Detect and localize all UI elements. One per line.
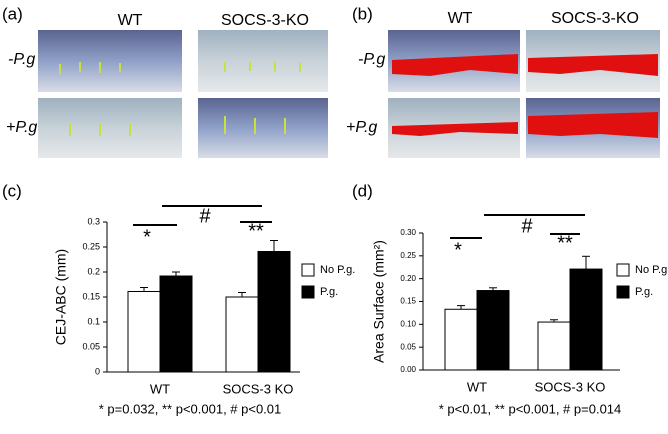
legend-label: P.g.	[320, 286, 338, 298]
x-tick-label: WT	[150, 381, 170, 396]
bar	[444, 308, 478, 371]
panel-label: (d)	[352, 181, 373, 200]
row-label: -P.g	[8, 51, 35, 68]
y-tick-label: 0.1	[87, 316, 100, 326]
y-tick-label: 0.15	[82, 291, 100, 301]
column-label: SOCS-3-KO	[551, 10, 639, 27]
annotation: *	[454, 239, 462, 261]
y-axis-label: Area Surface (mm²)	[371, 240, 387, 363]
y-tick-label: 0.30	[400, 228, 416, 237]
column-label: SOCS-3-KO	[221, 12, 309, 29]
column-label: WT	[118, 12, 143, 29]
row-label: +P.g	[6, 119, 37, 136]
bar	[127, 291, 161, 373]
row-label: +P.g	[346, 119, 377, 136]
bar	[257, 251, 291, 373]
column-label: WT	[448, 10, 473, 27]
annotation: **	[248, 220, 264, 242]
bar	[159, 275, 193, 373]
annotation: **	[557, 232, 573, 254]
y-tick-label: 0.25	[400, 251, 416, 260]
y-tick-label: 0.10	[400, 319, 416, 328]
bar	[476, 290, 510, 371]
bar	[537, 321, 571, 371]
bar	[225, 296, 259, 373]
legend-swatch	[616, 285, 630, 299]
footnote: * p=0.032, ** p<0.001, # p<0.01	[99, 401, 282, 416]
photos	[38, 30, 660, 158]
panel-label: (c)	[2, 181, 22, 200]
x-tick-label: SOCS-3 KO	[535, 379, 606, 394]
legend-label: No P.g.	[320, 264, 355, 276]
y-tick-label: 0.20	[400, 274, 416, 283]
y-tick-label: 0.00	[400, 365, 416, 374]
y-tick-label: 0.25	[82, 241, 100, 251]
y-tick-label: 0.3	[87, 216, 100, 226]
y-tick-label: 0.05	[82, 341, 100, 351]
y-axis-label: CEJ-ABC (mm)	[53, 249, 69, 345]
annotation: #	[521, 215, 533, 237]
legend-label: No P.g.	[635, 264, 668, 276]
y-tick-label: 0.2	[87, 266, 100, 276]
legend-swatch	[301, 263, 315, 277]
annotation: #	[199, 205, 211, 227]
legend-swatch	[616, 263, 630, 277]
panel-label: (a)	[2, 4, 23, 23]
x-tick-label: WT	[467, 379, 487, 394]
x-tick-label: SOCS-3 KO	[223, 381, 294, 396]
y-tick-label: 0.15	[400, 297, 416, 306]
legend-label: P.g.	[635, 286, 653, 298]
y-tick-label: 0.05	[400, 342, 416, 351]
annotation: *	[143, 226, 151, 248]
legend-swatch	[301, 285, 315, 299]
footnote: * p<0.01, ** p<0.001, # p=0.014	[439, 401, 622, 416]
bar	[569, 268, 603, 371]
y-tick-label: 0	[95, 366, 100, 376]
panel-label: (b)	[352, 4, 373, 23]
row-label: -P.g	[358, 51, 385, 68]
